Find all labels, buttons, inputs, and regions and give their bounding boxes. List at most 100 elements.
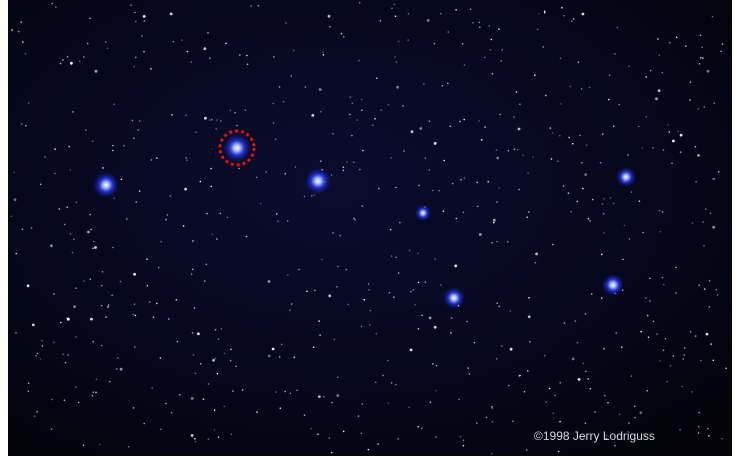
faint-star (73, 305, 76, 308)
faint-star (184, 188, 187, 191)
faint-star (395, 15, 397, 17)
faint-star (378, 188, 380, 190)
faint-star (113, 103, 115, 105)
faint-star (230, 349, 232, 351)
faint-star (722, 43, 724, 45)
faint-star (319, 334, 321, 336)
faint-star (275, 138, 277, 140)
faint-star (285, 173, 287, 175)
faint-star (37, 353, 39, 355)
faint-star (390, 157, 392, 159)
faint-star (425, 281, 427, 283)
faint-star (500, 60, 502, 62)
faint-star (440, 284, 442, 286)
faint-star (491, 453, 493, 455)
faint-star (120, 281, 122, 283)
faint-star (442, 85, 444, 87)
faint-star (467, 367, 469, 369)
faint-star (99, 444, 101, 446)
faint-star (317, 433, 319, 435)
faint-star (28, 383, 30, 385)
faint-star (614, 53, 616, 55)
faint-star (62, 59, 64, 61)
faint-star (165, 403, 167, 405)
faint-star (519, 375, 521, 377)
faint-star (712, 226, 715, 229)
faint-star (192, 269, 194, 271)
faint-star (171, 412, 173, 414)
faint-star (395, 187, 397, 189)
faint-star (410, 349, 413, 352)
faint-star (690, 331, 692, 333)
faint-star (318, 320, 320, 322)
faint-star (545, 401, 547, 403)
faint-star (137, 129, 139, 131)
faint-star (358, 60, 360, 62)
faint-star (568, 192, 570, 194)
faint-star (692, 222, 694, 224)
faint-star (341, 33, 343, 35)
faint-star (318, 395, 321, 398)
faint-star (403, 150, 405, 152)
faint-star (284, 391, 286, 393)
faint-star (394, 4, 396, 6)
faint-star (167, 214, 169, 216)
faint-star (352, 103, 354, 105)
faint-star (215, 128, 217, 130)
faint-star (250, 5, 252, 7)
faint-star (328, 15, 331, 18)
faint-star (239, 54, 241, 56)
faint-star (577, 342, 579, 344)
faint-star (22, 41, 24, 43)
faint-star (380, 110, 382, 112)
faint-star (610, 197, 612, 199)
faint-star (150, 68, 152, 70)
faint-star (320, 160, 322, 162)
faint-star (435, 436, 437, 438)
faint-star (117, 357, 119, 359)
faint-star (518, 189, 520, 191)
faint-star (663, 350, 665, 352)
faint-star (563, 185, 565, 187)
faint-star (398, 41, 400, 43)
faint-star (126, 218, 128, 220)
faint-star (361, 109, 363, 111)
faint-star (272, 348, 275, 351)
faint-star (293, 50, 295, 52)
faint-star (691, 391, 693, 393)
faint-star (311, 195, 313, 197)
faint-star (51, 399, 53, 401)
faint-star (25, 53, 27, 55)
bright-star (443, 287, 465, 309)
faint-star (479, 22, 481, 24)
faint-star (72, 111, 74, 113)
faint-star (559, 382, 561, 384)
faint-star (207, 32, 209, 34)
faint-star (578, 378, 581, 381)
faint-star (699, 63, 701, 65)
faint-star (273, 56, 275, 58)
faint-star (704, 288, 706, 290)
faint-star (107, 306, 109, 308)
faint-star (464, 64, 466, 66)
faint-star (570, 211, 572, 213)
faint-star (304, 414, 306, 416)
faint-star (210, 168, 212, 170)
faint-star (698, 412, 700, 414)
faint-star (143, 51, 145, 53)
faint-star (343, 36, 345, 38)
faint-star (508, 150, 510, 152)
faint-star (218, 338, 220, 340)
faint-star (527, 370, 529, 372)
faint-star (203, 398, 205, 400)
faint-star (451, 317, 453, 319)
faint-star (698, 432, 700, 434)
faint-star (449, 125, 451, 127)
faint-star (663, 284, 665, 286)
faint-star (617, 27, 619, 29)
faint-star (90, 279, 92, 281)
faint-star (15, 253, 17, 255)
faint-star (583, 363, 585, 365)
faint-star (112, 145, 114, 147)
faint-star (195, 373, 197, 375)
